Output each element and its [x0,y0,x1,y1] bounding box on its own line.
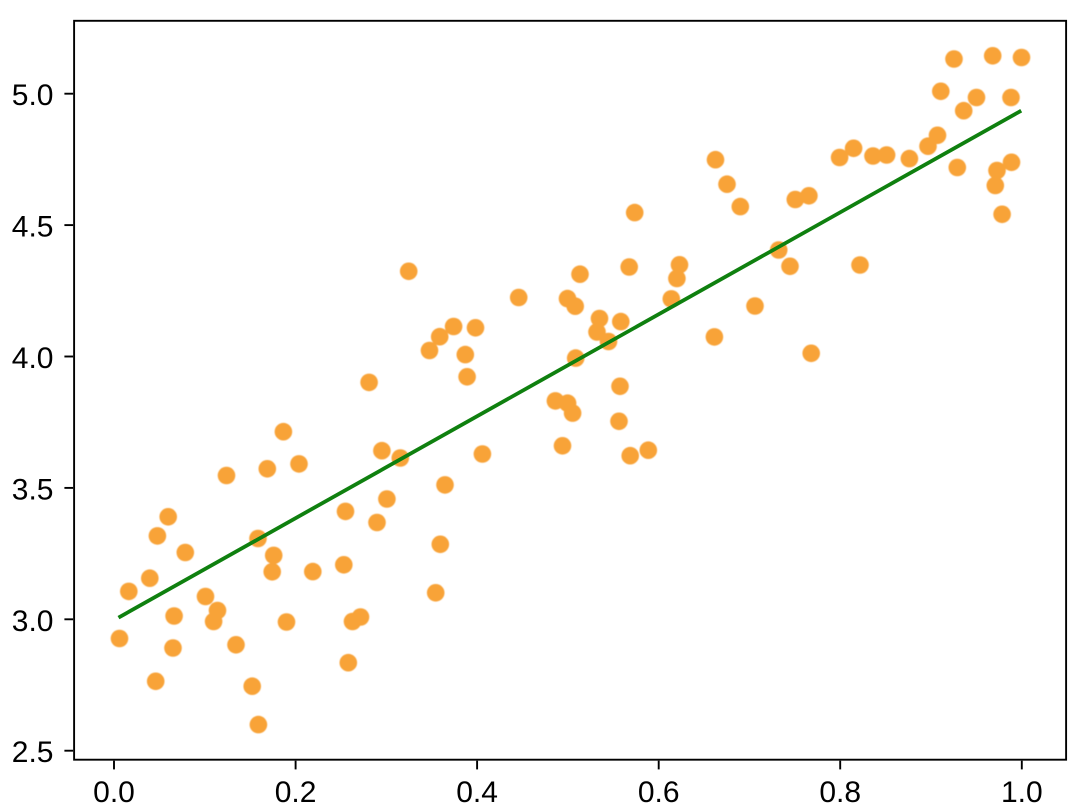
svg-text:0.0: 0.0 [93,776,135,808]
svg-text:0.8: 0.8 [819,776,861,808]
svg-text:4.0: 4.0 [12,342,54,375]
svg-text:4.5: 4.5 [12,211,54,244]
svg-text:3.0: 3.0 [12,605,54,638]
svg-text:5.0: 5.0 [12,79,54,112]
svg-text:1.0: 1.0 [1001,776,1043,808]
svg-text:2.5: 2.5 [12,736,54,769]
svg-text:0.4: 0.4 [456,776,498,808]
svg-text:0.6: 0.6 [638,776,680,808]
svg-text:0.2: 0.2 [275,776,317,808]
svg-text:3.5: 3.5 [12,473,54,506]
